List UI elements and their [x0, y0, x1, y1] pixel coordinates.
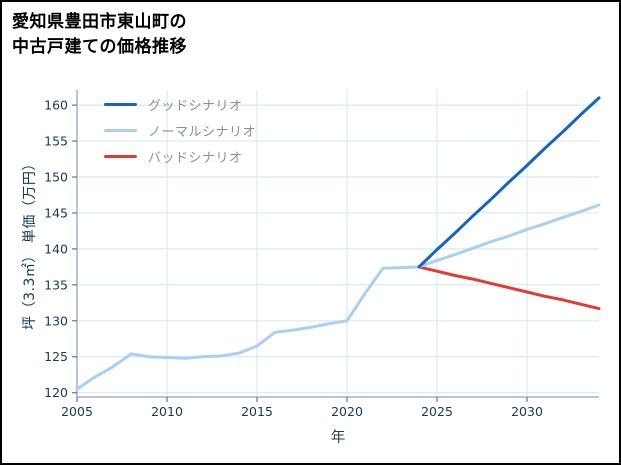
x-tick-label: 2020 [331, 404, 363, 419]
x-axis-label: 年 [330, 430, 346, 446]
legend-label-bad: バッドシナリオ [148, 150, 243, 166]
x-tick-label: 2005 [61, 404, 93, 419]
legend: グッドシナリオ ノーマルシナリオ バッドシナリオ [104, 95, 257, 166]
legend-line-swatch-normal [104, 128, 137, 132]
legend-label-normal: ノーマルシナリオ [148, 124, 257, 140]
legend-item-good-scenario: グッドシナリオ [104, 95, 256, 114]
legend-label-good: グッドシナリオ [148, 98, 243, 114]
legend-line-swatch-good [104, 102, 137, 106]
x-tick-label: 2030 [511, 404, 543, 419]
y-tick-label: 130 [44, 313, 68, 328]
chart-title: 愛知県豊田市東山町の 中古戸建ての価格推移 [12, 10, 187, 59]
x-tick-label: 2010 [151, 404, 183, 419]
series-line-1 [75, 203, 601, 391]
series-line-2 [417, 265, 601, 311]
y-tick-label: 150 [44, 169, 68, 184]
y-tick-label: 140 [44, 241, 68, 256]
y-tick-label: 155 [44, 134, 68, 149]
y-tick-label: 120 [44, 385, 68, 400]
legend-item-normal-scenario: ノーマルシナリオ [104, 121, 257, 140]
series-line-0 [417, 96, 601, 269]
x-tick-label: 2025 [421, 404, 453, 419]
chart-title-line2: 中古戸建ての価格推移 [12, 36, 187, 57]
x-tick-label: 2015 [241, 404, 273, 419]
y-tick-label: 125 [44, 349, 68, 364]
y-tick-label: 135 [44, 277, 68, 292]
y-tick-label: 145 [44, 205, 68, 220]
legend-item-bad-scenario: バッドシナリオ [104, 147, 256, 166]
legend-line-swatch-bad [104, 154, 137, 158]
chart-title-line1: 愛知県豊田市東山町の [12, 12, 187, 32]
y-axis-label: 坪（3.3㎡） 単価（万円） [22, 156, 38, 330]
y-tick-label: 160 [44, 98, 68, 113]
